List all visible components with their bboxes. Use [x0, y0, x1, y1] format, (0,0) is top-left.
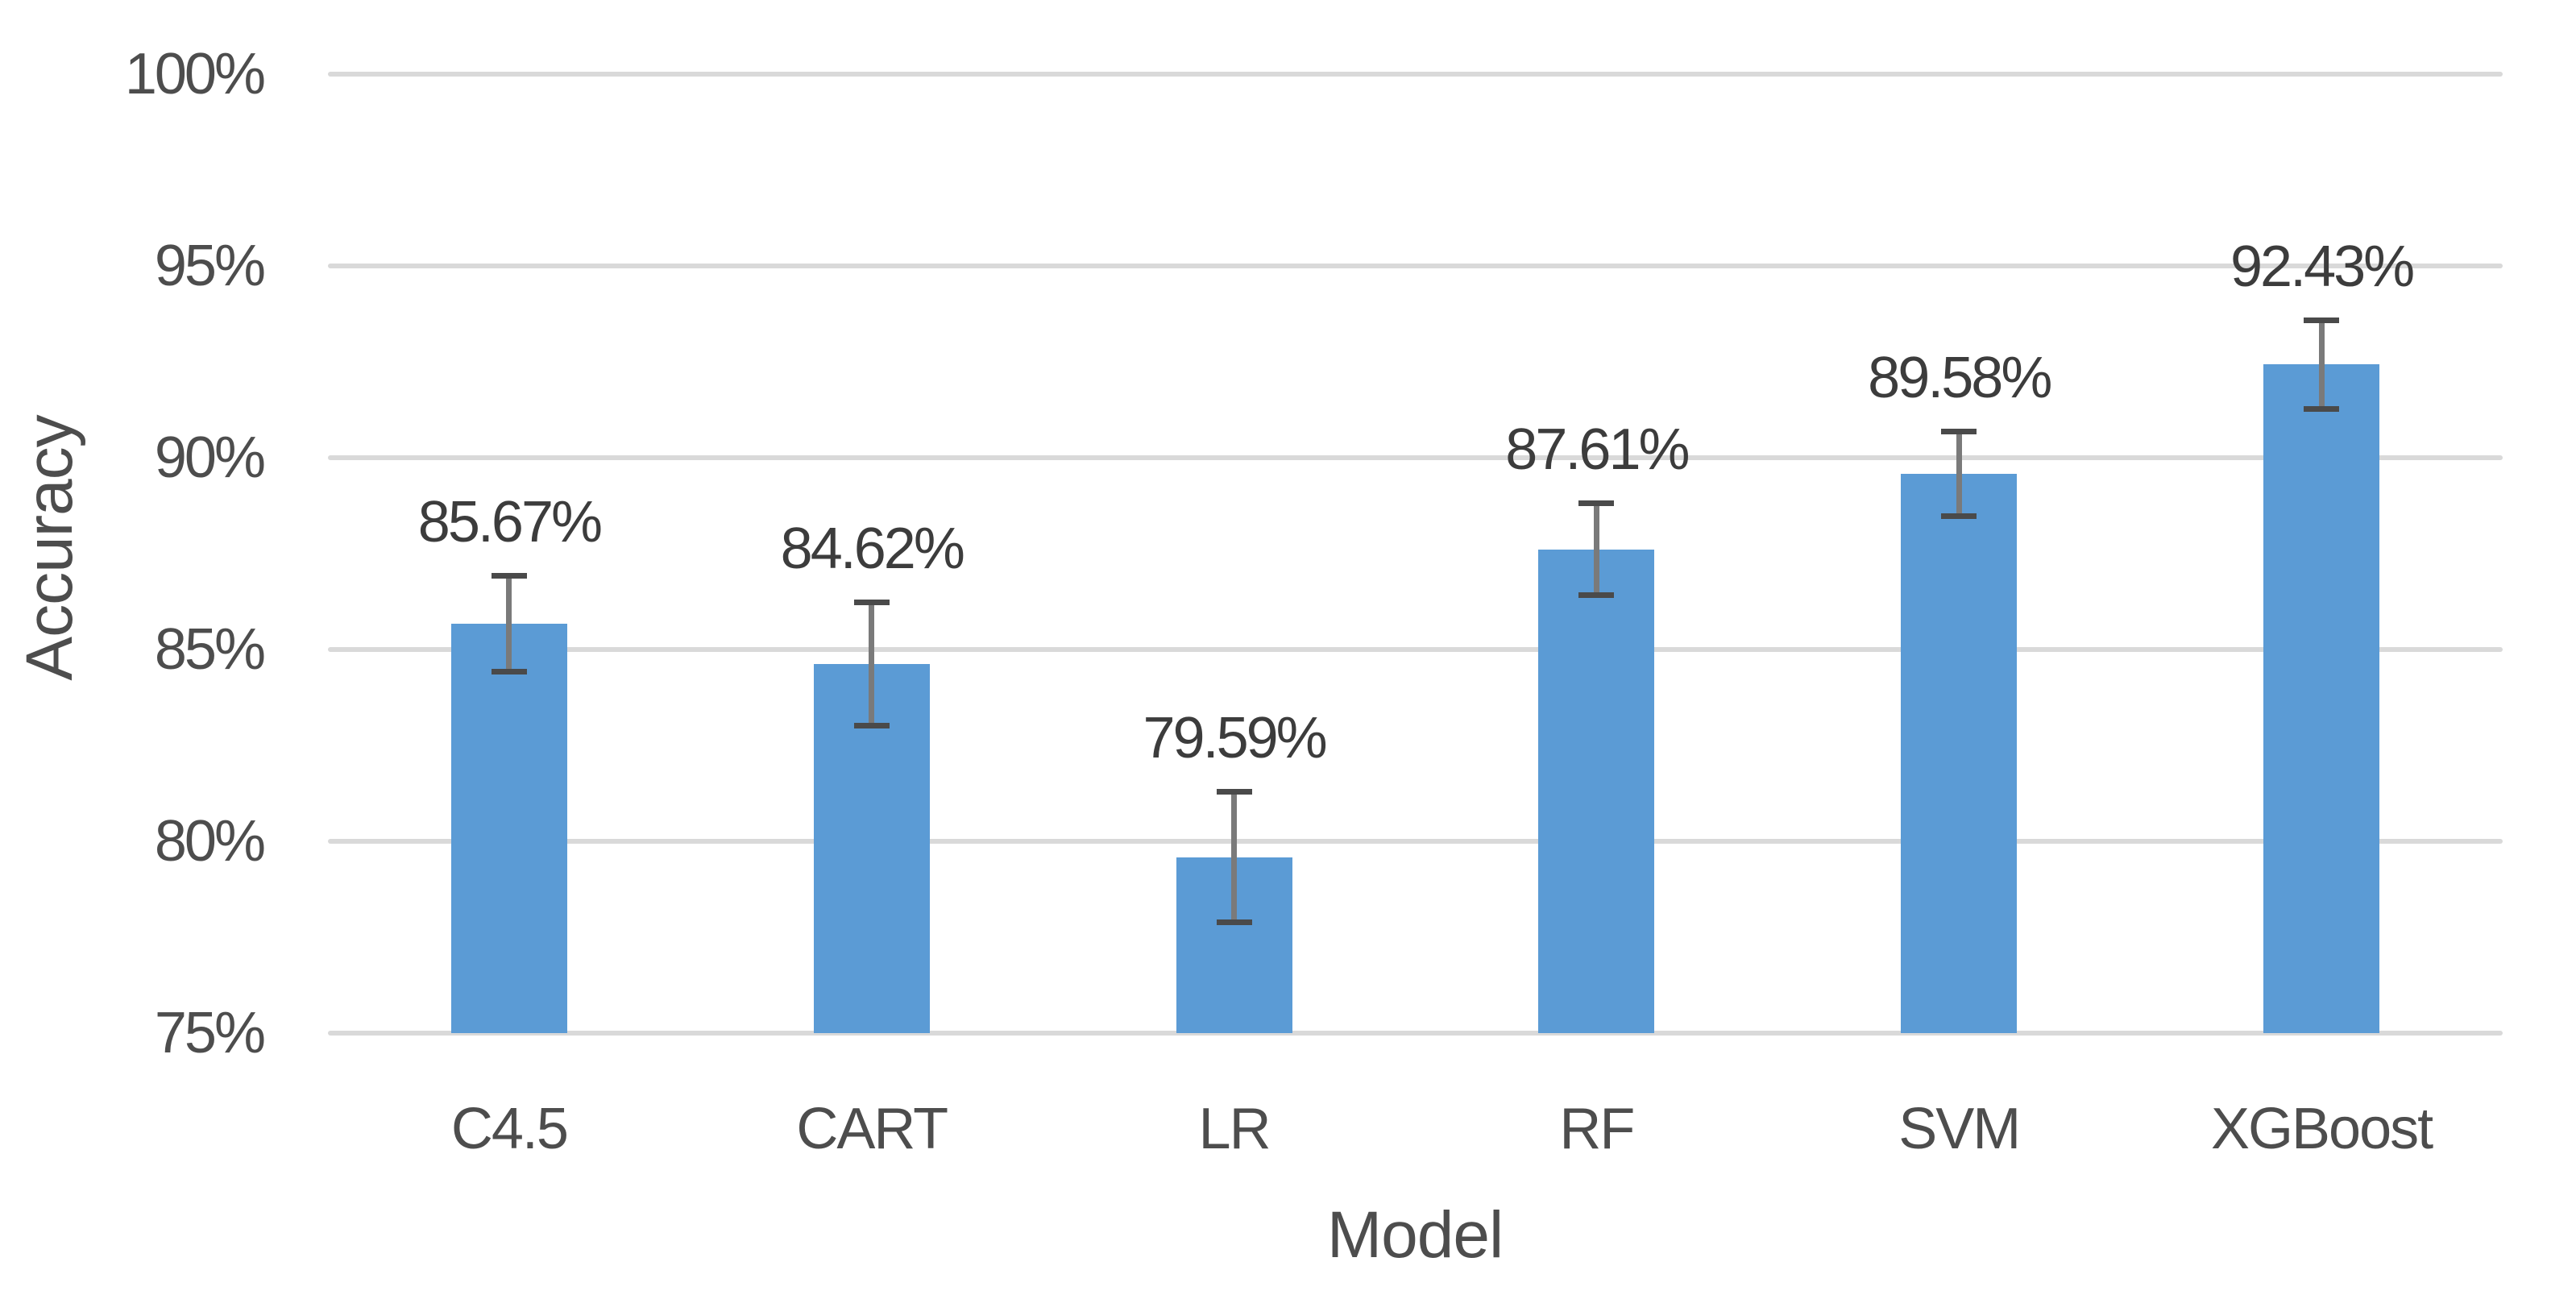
x-tick-label-rf: RF [1559, 1097, 1635, 1161]
value-label-cart: 84.62% [780, 516, 965, 581]
y-tick-label-100: 100% [124, 42, 266, 106]
y-tick-label-85: 85% [154, 617, 266, 682]
gridline-80 [328, 839, 2503, 844]
gridline-95 [328, 264, 2503, 268]
y-tick-label-95: 95% [154, 234, 266, 298]
bar-xgboost [2263, 364, 2380, 1033]
gridline-85 [328, 647, 2503, 652]
error-bar-lr [1231, 791, 1238, 923]
error-bar-bottom-cap-lr [1216, 919, 1252, 925]
bar-svm [1901, 473, 2018, 1033]
bar-c4-5 [450, 624, 567, 1033]
y-tick-label-75: 75% [154, 1001, 266, 1065]
error-bar-bottom-cap-cart [853, 722, 890, 728]
error-bar-top-cap-rf [1578, 500, 1615, 507]
error-bar-bottom-cap-xgboost [2304, 405, 2340, 412]
error-bar-bottom-cap-c4-5 [491, 669, 527, 675]
value-label-svm: 89.58% [1868, 345, 2052, 410]
error-bar-top-cap-svm [1941, 429, 1977, 435]
error-bar-svm [1956, 431, 1962, 517]
bar-rf [1538, 549, 1655, 1033]
x-tick-label-svm: SVM [1898, 1097, 2021, 1161]
error-bar-xgboost [2318, 320, 2325, 409]
gridline-90 [328, 455, 2503, 460]
y-tick-label-90: 90% [154, 425, 266, 490]
y-tick-label-80: 80% [154, 809, 266, 874]
x-axis-title: Model [1326, 1198, 1504, 1272]
x-tick-label-cart: CART [796, 1097, 948, 1161]
x-tick-label-xgboost: XGBoost [2211, 1097, 2433, 1161]
value-label-lr: 79.59% [1143, 705, 1327, 770]
error-bar-top-cap-c4-5 [491, 573, 527, 579]
error-bar-rf [1593, 503, 1599, 596]
x-tick-label-c4-5: C4.5 [450, 1097, 569, 1161]
y-axis-title: Accuracy [13, 415, 86, 681]
gridline-100 [328, 72, 2503, 77]
value-label-xgboost: 92.43% [2230, 234, 2415, 299]
error-bar-bottom-cap-svm [1941, 513, 1977, 519]
error-bar-cart [869, 602, 875, 726]
x-tick-label-lr: LR [1198, 1097, 1271, 1161]
error-bar-c4-5 [506, 575, 512, 672]
error-bar-top-cap-cart [853, 600, 890, 606]
value-label-c4-5: 85.67% [417, 489, 603, 554]
error-bar-top-cap-xgboost [2304, 318, 2340, 324]
error-bar-top-cap-lr [1216, 789, 1252, 795]
gridline-75 [328, 1031, 2503, 1036]
error-bar-bottom-cap-rf [1578, 592, 1615, 599]
value-label-rf: 87.61% [1505, 417, 1690, 482]
